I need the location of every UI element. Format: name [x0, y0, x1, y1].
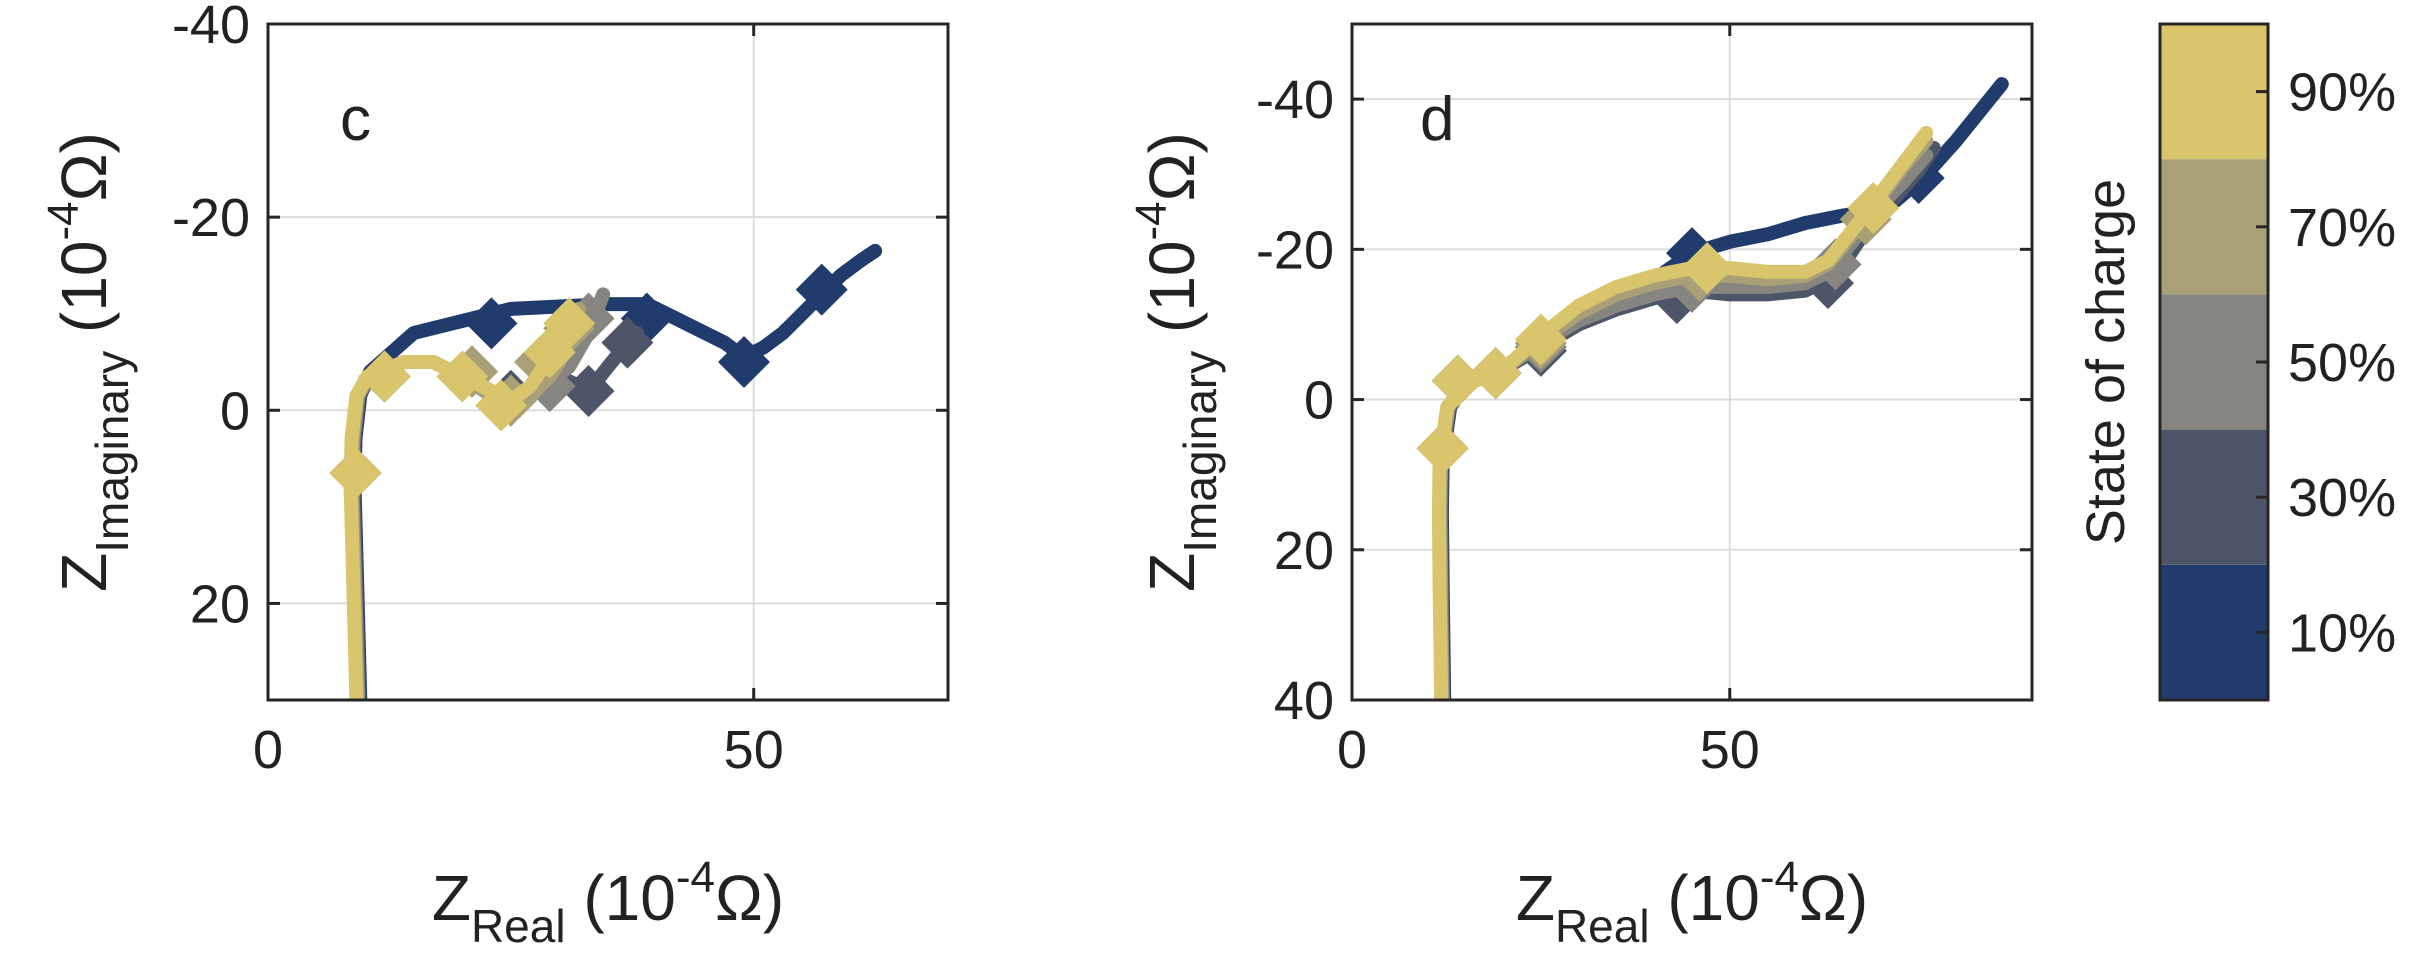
axes-frame: [1350, 22, 2034, 702]
data-point-soc-30: [601, 316, 654, 369]
colorbar-band-50pct: [2160, 294, 2268, 430]
data-point-soc-10: [795, 263, 848, 316]
data-point-soc-90: [543, 297, 596, 350]
data-point-soc-10: [1666, 227, 1718, 280]
colorbar-label: State of charge: [2076, 179, 2136, 545]
y-tick-label: 0: [220, 381, 250, 441]
x-axis-label-sub: Real: [471, 900, 566, 952]
y-axis-label-sub: Imaginary: [1174, 351, 1226, 553]
x-axis-label-unit: (10: [1650, 862, 1760, 934]
x-axis-label-main: Z: [432, 862, 471, 934]
data-point-soc-90: [1469, 347, 1522, 400]
x-tick-label: 50: [724, 720, 784, 780]
colorbar-frame: [2158, 22, 2270, 702]
y-axis-label-unit-sup: -4: [39, 201, 88, 240]
y-tick-label: -40: [172, 0, 250, 55]
x-tick-label: 0: [253, 720, 283, 780]
data-point-soc-90: [1514, 313, 1567, 366]
series-soc-90: [329, 297, 596, 700]
colorbar-band-70pct: [2160, 159, 2268, 295]
y-tick-label: -40: [1256, 70, 1334, 130]
y-axis-label-main: Z: [48, 553, 120, 592]
state-of-charge-colorbar: 10% 30% 50% 70% 90% State of charge: [2076, 22, 2396, 702]
x-axis-label-unit-sup: -4: [676, 853, 715, 902]
data-point-soc-90: [475, 379, 528, 432]
y-axis-label-unit-end: Ω): [1136, 132, 1208, 201]
x-axis-label-unit-end: Ω): [1799, 862, 1868, 934]
y-tick-label: 40: [1274, 671, 1334, 731]
y-tick-label: 20: [190, 574, 250, 634]
x-axis-label-unit-end: Ω): [715, 862, 784, 934]
x-axis-label-sub: Real: [1555, 900, 1650, 952]
data-point-soc-90: [329, 447, 382, 500]
data-point-soc-90: [358, 350, 411, 403]
colorbar-tick-label: 10%: [2288, 603, 2396, 663]
data-point-soc-90: [1681, 242, 1734, 295]
data-layer: [1416, 77, 2009, 700]
panel-label: d: [1420, 85, 1454, 154]
data-point-soc-10: [465, 297, 518, 350]
y-tick-label: 20: [1274, 521, 1334, 581]
y-axis-label-unit: (10: [1136, 240, 1208, 350]
y-axis-label-unit-sup: -4: [1127, 201, 1176, 240]
x-axis-label-unit-sup: -4: [1760, 853, 1799, 902]
y-axis-label: ZImaginary (10-4Ω): [1127, 132, 1226, 592]
axes-frame: [266, 22, 950, 702]
data-point-soc-90: [1847, 182, 1900, 235]
data-point-soc-10: [718, 336, 770, 388]
series-soc-90: [1416, 125, 1934, 700]
x-tick-label: 50: [1700, 720, 1760, 780]
colorbar-tick-label: 70%: [2288, 198, 2396, 258]
colorbar-band-90pct: [2160, 24, 2268, 160]
data-point-soc-30: [562, 364, 615, 417]
x-axis-label: ZReal (10-4Ω): [432, 853, 784, 952]
data-point-soc-90: [1416, 422, 1469, 475]
data-layer: [329, 243, 883, 700]
colorbar-tick-label: 50%: [2288, 333, 2396, 393]
colorbar-tick-label: 30%: [2288, 468, 2396, 528]
data-point-soc-90: [436, 350, 489, 403]
y-tick-label: -20: [1256, 220, 1334, 280]
colorbar-tick-label: 90%: [2288, 63, 2396, 123]
y-axis-label-sub: Imaginary: [86, 351, 138, 553]
y-axis-label-main: Z: [1136, 553, 1208, 592]
colorbar-band-10pct: [2160, 564, 2268, 700]
y-axis-label-unit: (10: [48, 240, 120, 350]
colorbar-band-30pct: [2160, 429, 2268, 565]
x-tick-label: 0: [1337, 720, 1367, 780]
data-point-soc-90: [1431, 354, 1484, 407]
x-axis-label-unit: (10: [566, 862, 676, 934]
y-axis-label: ZImaginary (10-4Ω): [39, 132, 138, 592]
x-axis-label-main: Z: [1516, 862, 1555, 934]
y-tick-label: 0: [1304, 371, 1334, 431]
x-axis-label: ZReal (10-4Ω): [1516, 853, 1868, 952]
panel-label: c: [340, 85, 371, 154]
y-axis-label-unit-end: Ω): [48, 132, 120, 201]
y-tick-label: -20: [172, 188, 250, 248]
